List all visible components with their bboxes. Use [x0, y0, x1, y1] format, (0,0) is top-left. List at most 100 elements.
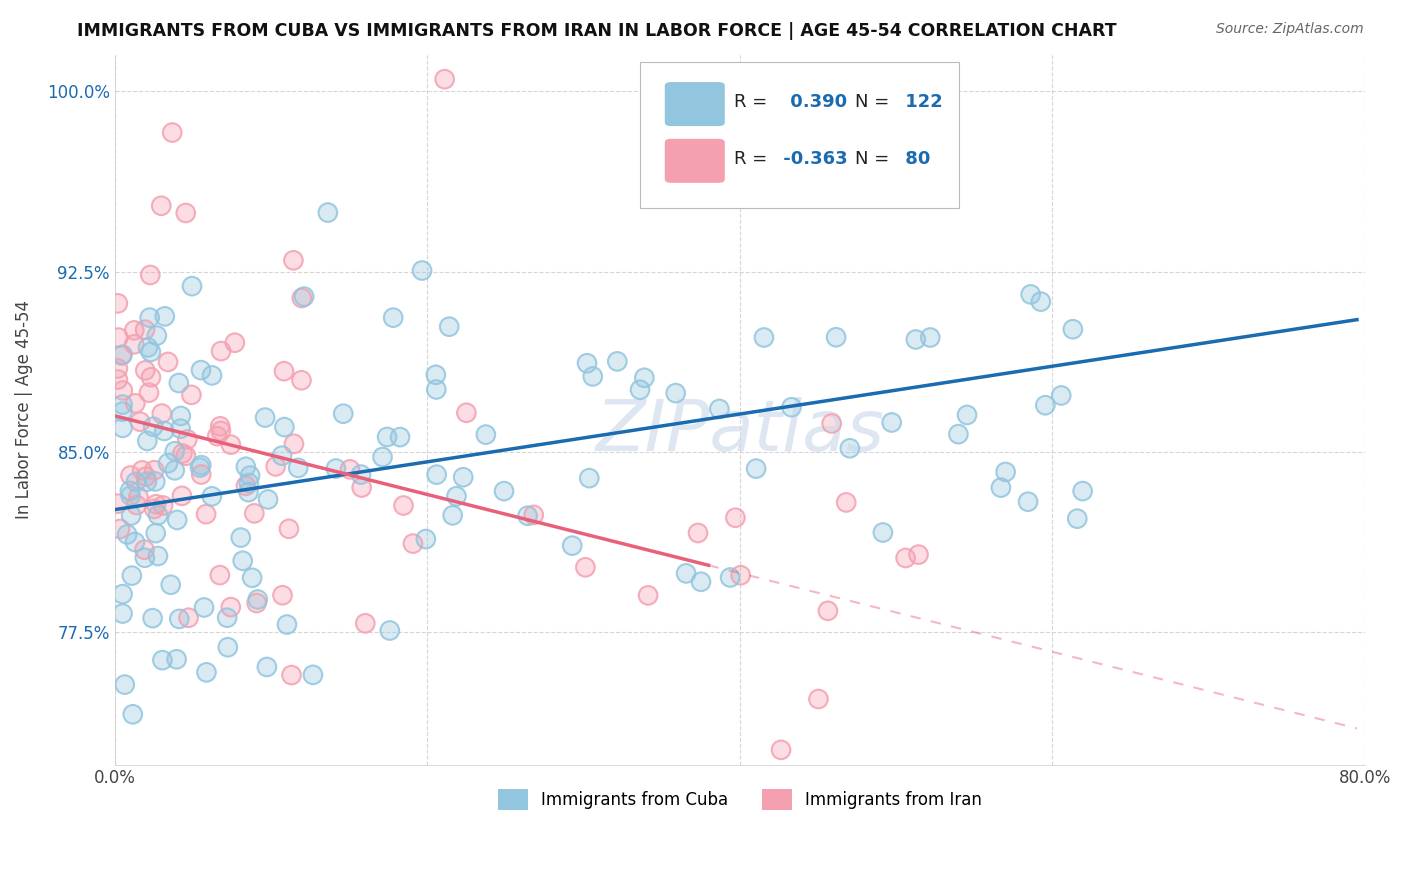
Point [120, 468, 142, 483]
Point [166, 513, 188, 527]
Point [124, 396, 146, 410]
Point [122, 337, 145, 351]
Point [817, 604, 839, 618]
Point [302, 668, 325, 682]
Text: Source: ZipAtlas.com: Source: ZipAtlas.com [1216, 22, 1364, 37]
Point [254, 410, 277, 425]
Point [439, 319, 461, 334]
Point [172, 446, 194, 460]
Point [246, 596, 269, 610]
Point [246, 596, 269, 610]
Point [136, 434, 159, 448]
Point [115, 527, 138, 541]
Point [835, 495, 858, 509]
Point [115, 527, 138, 541]
Point [114, 677, 136, 691]
Point [111, 405, 134, 419]
Point [162, 126, 184, 140]
Point [316, 205, 339, 219]
Point [107, 296, 129, 310]
Point [574, 560, 596, 574]
Point [920, 330, 942, 344]
Point [124, 323, 146, 337]
Point [157, 456, 180, 470]
Point [114, 677, 136, 691]
Point [894, 551, 917, 566]
Point [350, 481, 373, 495]
Point [1066, 511, 1088, 525]
Point [433, 72, 456, 87]
Point [278, 522, 301, 536]
Point [273, 364, 295, 378]
Point [219, 600, 242, 615]
Point [686, 525, 709, 540]
Point [111, 607, 134, 621]
Point [207, 429, 229, 443]
Legend: Immigrants from Cuba, Immigrants from Iran: Immigrants from Cuba, Immigrants from Ir… [491, 783, 988, 816]
Point [124, 535, 146, 549]
Point [145, 497, 167, 511]
Point [276, 617, 298, 632]
Point [948, 427, 970, 442]
Point [107, 330, 129, 344]
Point [904, 333, 927, 347]
Point [439, 319, 461, 334]
Point [111, 348, 134, 362]
Point [219, 600, 242, 615]
Point [1029, 294, 1052, 309]
Point [574, 560, 596, 574]
Point [456, 406, 478, 420]
Point [120, 489, 142, 503]
Point [752, 330, 775, 344]
Point [256, 660, 278, 674]
Point [208, 568, 231, 582]
Point [880, 416, 903, 430]
Y-axis label: In Labor Force | Age 45-54: In Labor Force | Age 45-54 [15, 301, 32, 519]
Point [125, 475, 148, 489]
Point [637, 588, 659, 602]
Point [143, 502, 166, 516]
Point [302, 668, 325, 682]
Point [1071, 484, 1094, 499]
Point [770, 743, 793, 757]
Point [142, 611, 165, 625]
Point [1071, 484, 1094, 499]
Point [894, 551, 917, 566]
Point [425, 383, 447, 397]
Point [283, 253, 305, 268]
Point [174, 449, 197, 463]
Point [217, 610, 239, 624]
Point [239, 468, 262, 483]
Point [446, 489, 468, 503]
Point [872, 525, 894, 540]
Point [195, 507, 218, 521]
Point [271, 588, 294, 602]
Point [107, 361, 129, 376]
Text: N =: N = [855, 150, 889, 168]
Point [118, 483, 141, 498]
Point [176, 433, 198, 447]
Point [121, 568, 143, 582]
Point [690, 574, 713, 589]
Point [392, 499, 415, 513]
Point [280, 668, 302, 682]
Point [238, 485, 260, 500]
Point [176, 433, 198, 447]
Point [159, 578, 181, 592]
Point [121, 568, 143, 582]
Point [139, 268, 162, 282]
Point [807, 692, 830, 706]
Point [561, 539, 583, 553]
Point [637, 588, 659, 602]
Point [1017, 494, 1039, 508]
Point [332, 407, 354, 421]
Point [718, 570, 741, 584]
Point [994, 465, 1017, 479]
Point [264, 459, 287, 474]
Point [145, 526, 167, 541]
Text: 122: 122 [898, 93, 942, 111]
Point [576, 356, 599, 370]
Point [665, 386, 688, 401]
Point [371, 450, 394, 464]
Point [142, 419, 165, 434]
